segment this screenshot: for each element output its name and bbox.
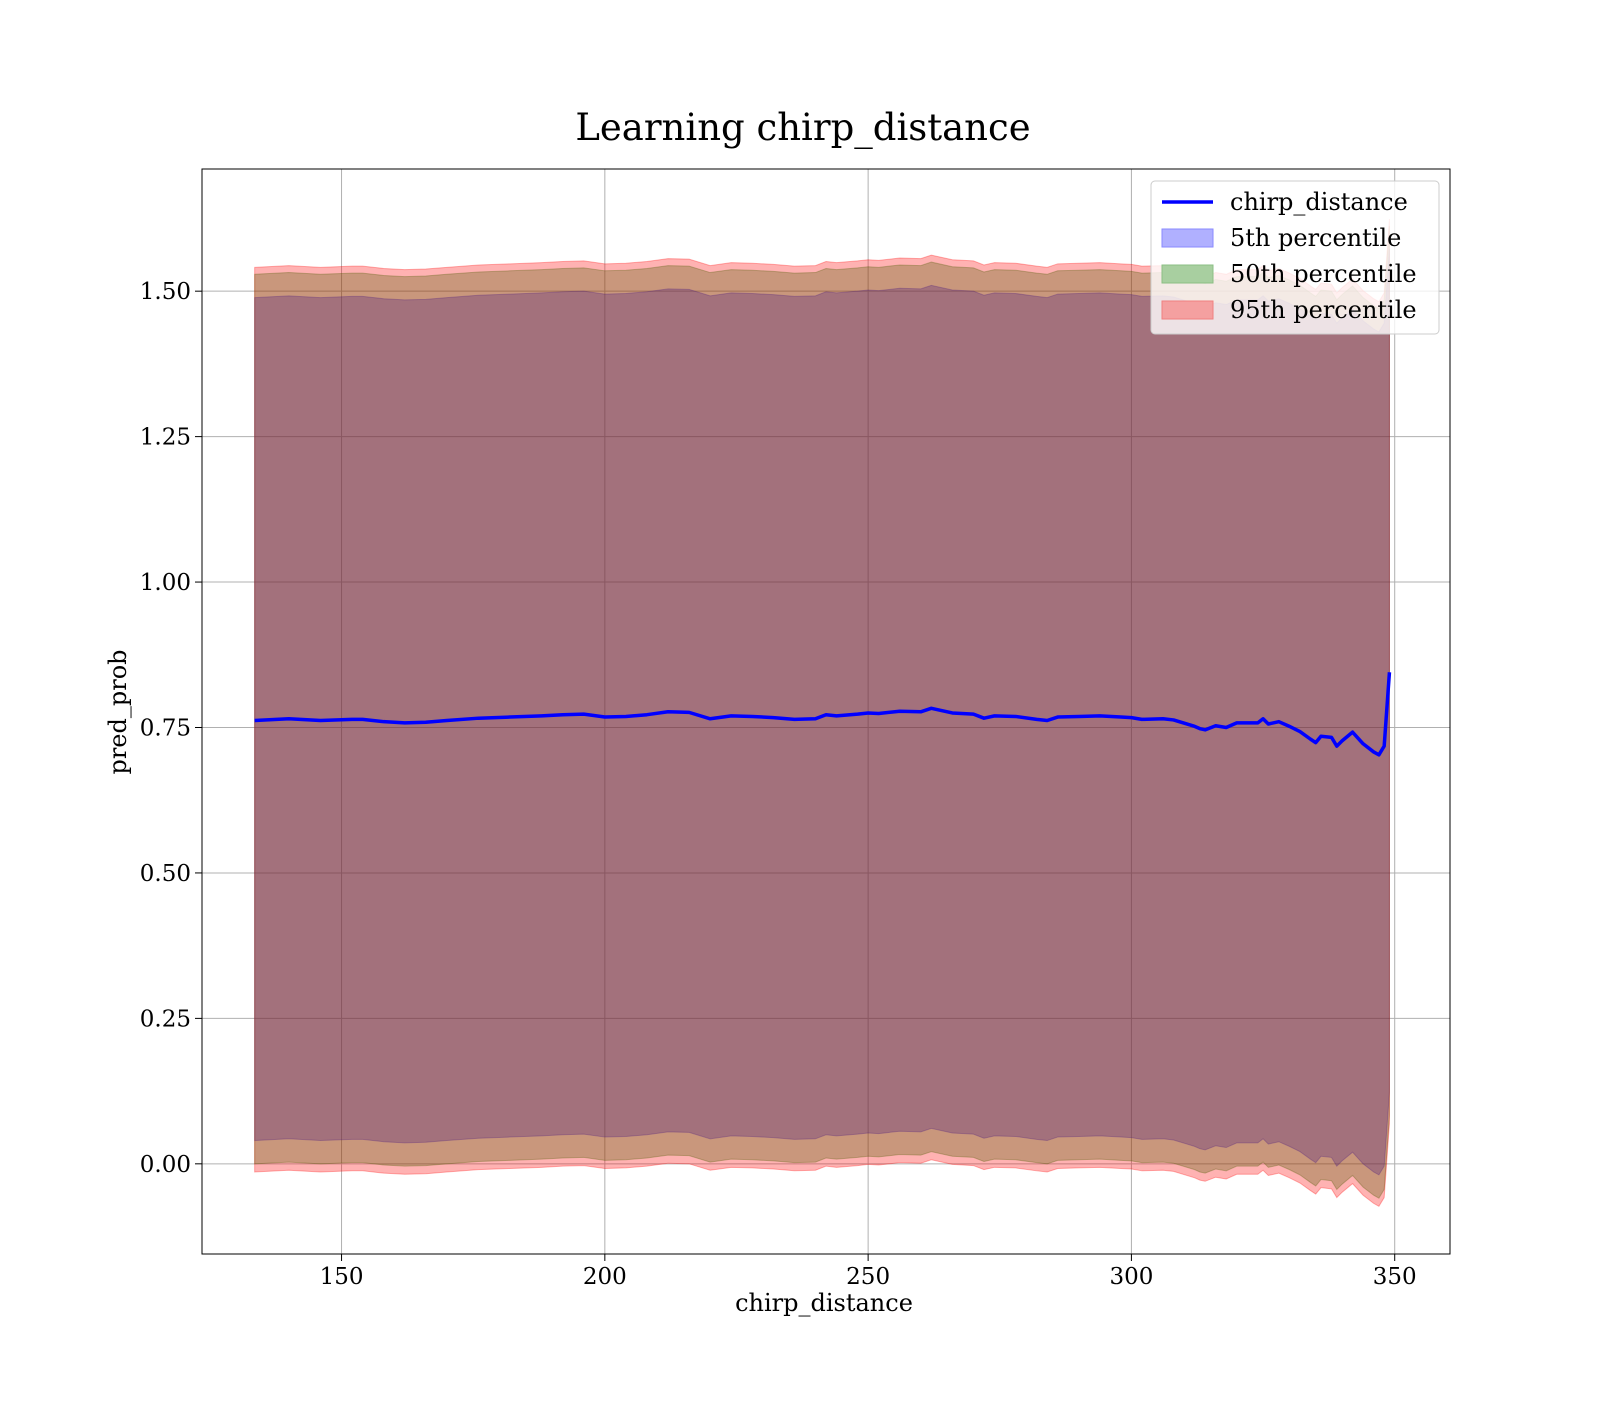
x-tick-label: 150 — [320, 1264, 364, 1290]
y-axis-label: pred_prob — [104, 649, 132, 774]
series-line-chirp-distance — [254, 672, 1392, 757]
legend-label: 50th percentile — [1230, 260, 1417, 288]
band-p95 — [254, 218, 1390, 1207]
y-tick-label: 0.50 — [140, 861, 191, 887]
x-tick-label: 250 — [846, 1264, 890, 1290]
y-tick-label: 0.75 — [140, 715, 191, 741]
legend-patch-swatch — [1161, 228, 1214, 248]
x-tick-label: 300 — [1109, 1264, 1153, 1290]
legend-box — [1150, 180, 1440, 335]
legend-label: 5th percentile — [1230, 224, 1401, 252]
legend-label: 95th percentile — [1230, 296, 1417, 324]
legend-patch-swatch — [1161, 264, 1214, 284]
legend-label: chirp_distance — [1230, 188, 1408, 216]
y-tick-label: 1.25 — [140, 425, 191, 451]
y-axis-ticks: 0.00 0.25 0.50 0.75 1.00 1.25 1.50 — [140, 279, 202, 1178]
y-tick-label: 0.00 — [140, 1152, 191, 1178]
x-axis-label: chirp_distance — [735, 1289, 913, 1317]
x-tick-label: 350 — [1373, 1264, 1417, 1290]
band-p5 — [254, 249, 1390, 1176]
y-tick-label: 1.50 — [140, 279, 191, 305]
legend: chirp_distance 5th percentile 50th percent… — [1150, 180, 1440, 335]
y-tick-label: 1.00 — [140, 570, 191, 596]
percentile-bands — [254, 218, 1390, 1207]
chart-title: Learning chirp_distance — [575, 106, 1030, 150]
series-lines — [254, 672, 1392, 757]
x-axis-ticks: 150 200 250 300 350 — [320, 1254, 1417, 1290]
legend-patch-swatch — [1161, 300, 1214, 320]
y-tick-label: 0.25 — [140, 1006, 191, 1032]
plot-frame — [201, 168, 1451, 1255]
x-tick-label: 200 — [583, 1264, 627, 1290]
band-p50 — [254, 225, 1390, 1199]
